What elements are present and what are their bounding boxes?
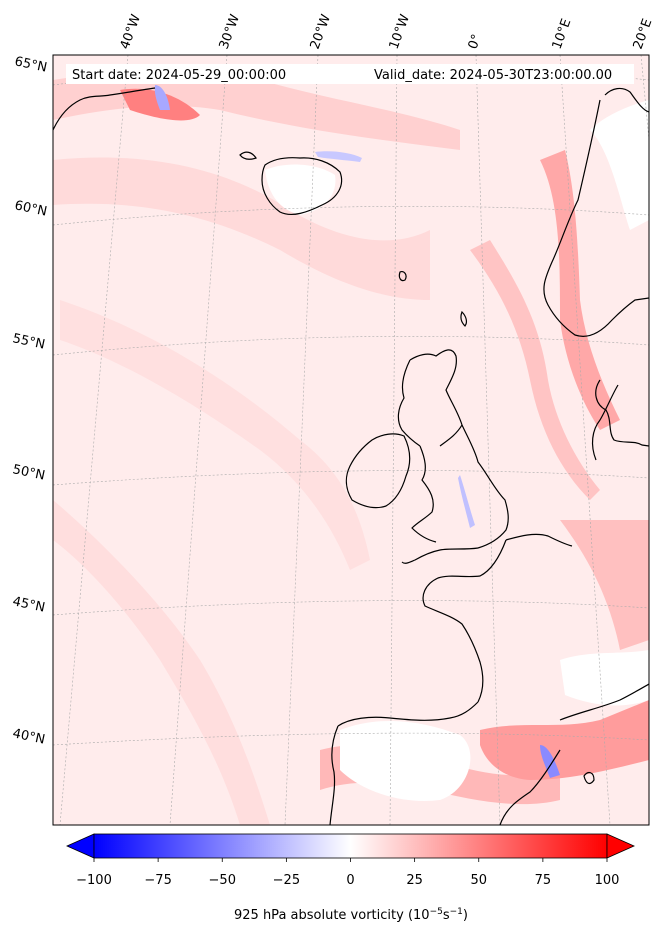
- coast-sweden-denmark: [595, 379, 649, 447]
- parallel-60n: [53, 205, 649, 226]
- coast-iberia-north: [337, 701, 479, 727]
- colorbar-label-main: 925 hPa absolute vorticity (10: [234, 908, 430, 923]
- vorticity-band-atlantic-diagonal: [60, 300, 370, 570]
- vorticity-blue-uk: [458, 475, 475, 528]
- vorticity-norway-coast: [540, 150, 620, 430]
- colorbar-ticks: −100 −75 −50 −25 0 25 50 75 100: [76, 858, 619, 888]
- vorticity-white-patch-iberia: [340, 720, 471, 801]
- coast-shetland: [460, 310, 468, 327]
- vorticity-field: [53, 68, 649, 825]
- coast-corsica: [583, 771, 595, 785]
- parallel-40n: [53, 732, 649, 746]
- colorbar-tick-label: 50: [470, 873, 487, 888]
- lon-label-10e: 10°E: [550, 17, 575, 52]
- lon-label-10w: 10°W: [387, 12, 413, 51]
- coast-england-east: [461, 424, 509, 549]
- vorticity-blue-iceland-north: [315, 151, 362, 162]
- colorbar-tick-label: 100: [595, 873, 620, 888]
- colorbar-tick-label: −75: [144, 873, 171, 888]
- vorticity-white-patch-alps: [560, 650, 649, 706]
- meridian-0: [475, 55, 501, 825]
- colorbar-label: 925 hPa absolute vorticity (10−5s−1): [234, 907, 468, 923]
- meridian-20w: [284, 55, 319, 825]
- vorticity-mediterranean: [480, 700, 649, 780]
- longitude-labels: 40°W 30°W 20°W 10°W 0° 10°E 20°E: [118, 12, 656, 51]
- coast-england-south: [401, 547, 479, 564]
- colorbar-tick-label: −50: [209, 873, 236, 888]
- lon-label-30w: 30°W: [217, 12, 243, 51]
- colorbar-tick-label: 25: [406, 873, 423, 888]
- lat-label-55n: 55°N: [11, 331, 46, 352]
- lat-label-50n: 50°N: [11, 462, 46, 483]
- vorticity-blue-greenland: [154, 85, 170, 110]
- map-panel: [53, 55, 649, 825]
- vorticity-band-southwest: [53, 500, 270, 825]
- colorbar-extend-low: [66, 833, 95, 859]
- lon-label-20w: 20°W: [308, 12, 334, 51]
- coast-mediterranean-france: [559, 683, 649, 721]
- coast-ireland: [345, 433, 411, 509]
- lat-label-40n: 40°N: [11, 726, 46, 747]
- latitude-labels: 65°N 60°N 55°N 50°N 45°N 40°N: [11, 54, 48, 747]
- meridian-10e: [559, 55, 611, 825]
- coast-wales: [411, 445, 437, 543]
- vorticity-europe-east: [560, 520, 649, 650]
- coast-denmark-peninsula: [591, 384, 619, 461]
- lat-label-60n: 60°N: [13, 198, 48, 219]
- coast-norway-north: [604, 87, 649, 113]
- coast-greenland: [53, 87, 156, 131]
- colorbar-extend-high: [606, 833, 635, 859]
- map-frame: [52, 54, 650, 826]
- header-background: [66, 64, 634, 84]
- meridian-40w: [59, 55, 129, 825]
- parallel-45n: [53, 600, 649, 616]
- lon-label-0: 0°: [466, 32, 485, 51]
- lon-label-20e: 20°E: [631, 17, 656, 52]
- start-date-text: Start date: 2024-05-29_00:00:00: [72, 68, 286, 83]
- coast-france: [422, 539, 507, 703]
- lat-label-45n: 45°N: [11, 594, 46, 615]
- parallel-50n: [53, 470, 649, 486]
- colorbar-tick-label: 75: [535, 873, 552, 888]
- colorbar-label-exp1: −5: [430, 907, 443, 917]
- colorbar-label-mid: s: [443, 908, 450, 923]
- vorticity-white-patch-scandinavia: [590, 100, 649, 230]
- coastlines: [53, 87, 649, 825]
- colorbar-tick-label: −100: [76, 873, 112, 888]
- colorbar-tick-label: −25: [273, 873, 300, 888]
- coast-scotland-west: [397, 359, 421, 447]
- vorticity-blue-med: [540, 745, 560, 778]
- colorbar-label-end: ): [463, 908, 468, 923]
- valid-date-text: Valid_date: 2024-05-30T23:00:00.00: [374, 68, 612, 83]
- coast-iceland: [261, 157, 343, 216]
- meridian-10w: [389, 55, 398, 825]
- vorticity-white-patch-iceland: [265, 164, 336, 215]
- coast-norway: [543, 99, 649, 337]
- colorbar-bar: [93, 833, 608, 859]
- colorbar-tick-label: 0: [346, 873, 354, 888]
- colorbar: −100 −75 −50 −25 0 25 50 75 100 925 hPa absolute…: [66, 833, 635, 923]
- parallel-55n: [53, 335, 649, 356]
- lon-label-40w: 40°W: [118, 12, 144, 51]
- coast-iberia-west: [329, 725, 339, 825]
- meridian-30w: [169, 55, 228, 825]
- vorticity-north-sea: [470, 240, 600, 500]
- coast-iceland-west: [239, 151, 257, 160]
- coast-france-channel: [505, 533, 573, 547]
- coast-faroe: [398, 270, 407, 282]
- coast-scotland: [409, 349, 463, 447]
- coast-iberia-med: [499, 749, 561, 825]
- colorbar-label-exp2: −1: [450, 907, 463, 917]
- vorticity-band-north-atlantic: [53, 157, 430, 300]
- lat-label-65n: 65°N: [13, 54, 48, 75]
